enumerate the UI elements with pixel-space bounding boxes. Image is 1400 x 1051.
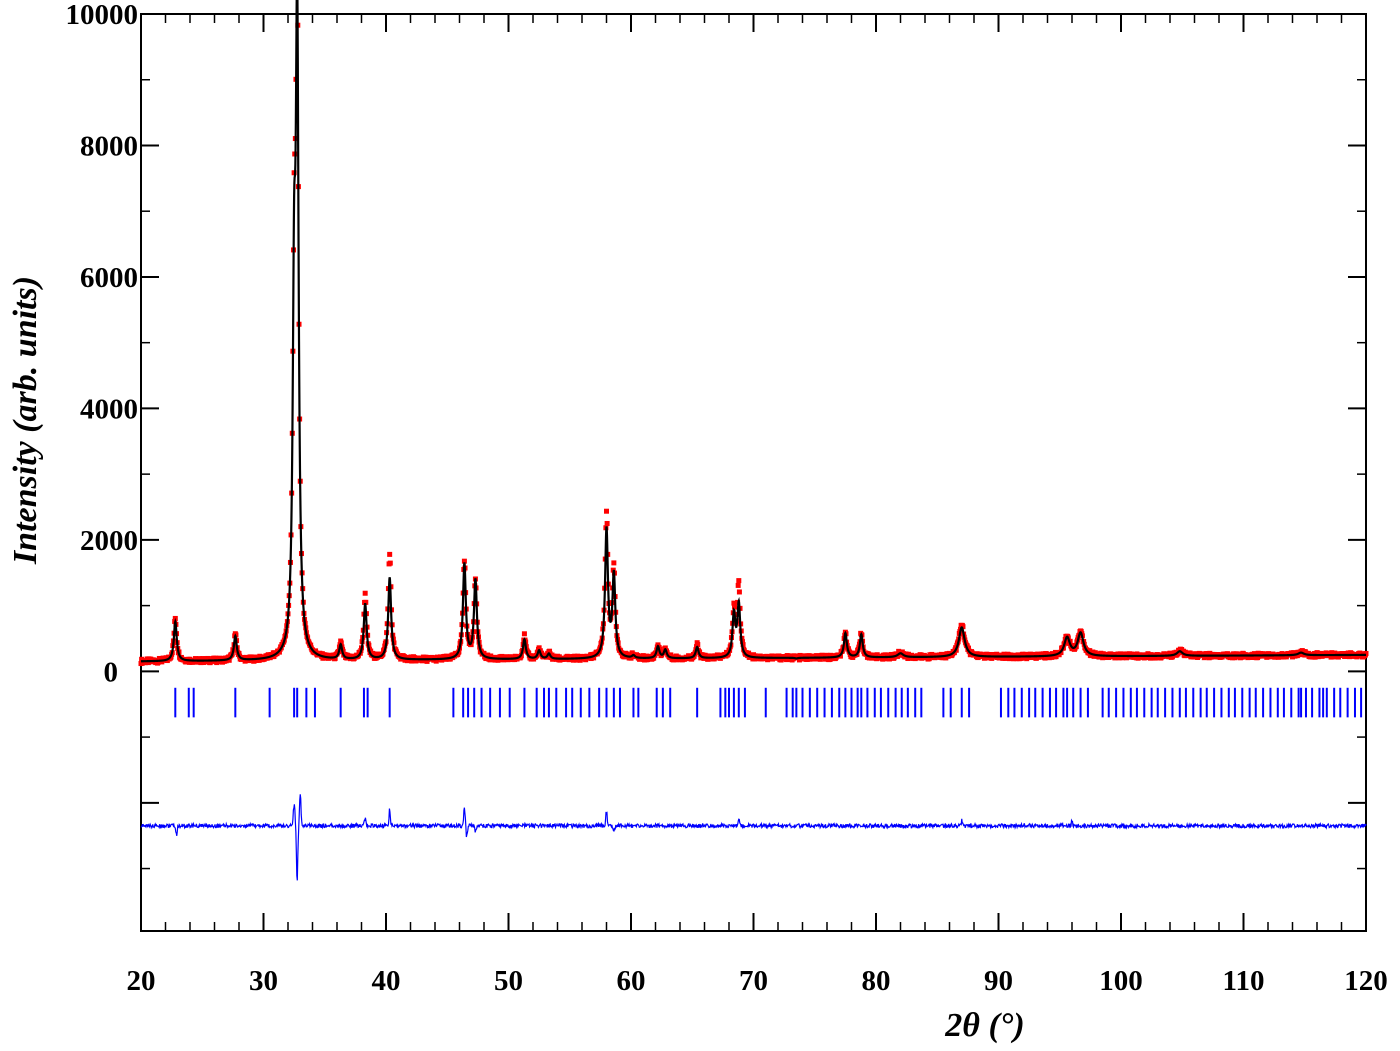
observed-point (732, 604, 738, 610)
observed-point (651, 655, 657, 661)
observed-point (371, 651, 377, 657)
observed-point (965, 645, 971, 651)
observed-point (591, 655, 597, 661)
observed-point (604, 508, 609, 514)
observed-point (796, 657, 802, 663)
observed-point (960, 624, 966, 630)
observed-point (604, 520, 610, 526)
observed-point (461, 558, 467, 564)
axis-tick-labels: 20 30 40 50 60 70 80 90 100 110 120 0 2000 4000 6000 80… (66, 0, 1388, 997)
observed-point (939, 651, 945, 657)
observed-point (1042, 655, 1048, 661)
x-tick-label: 90 (984, 965, 1013, 997)
y-tick-label: 8000 (80, 130, 138, 162)
observed-point (1087, 648, 1093, 654)
plot-frame (140, 13, 1367, 932)
observed-point (731, 600, 737, 606)
observed-points (138, 22, 1369, 667)
observed-point (1328, 654, 1334, 660)
observed-point (226, 657, 232, 663)
observed-point (362, 590, 368, 596)
difference-curve (140, 794, 1367, 881)
observed-point (1148, 652, 1154, 658)
observed-point (577, 657, 583, 663)
observed-point (1053, 654, 1059, 660)
y-tick-label: 0 (104, 656, 119, 688)
observed-point (611, 560, 617, 566)
observed-point (547, 648, 553, 654)
calculated-curve (141, 0, 1366, 663)
observed-point (736, 578, 742, 584)
y-axis-title: Intensity (arb. units) (7, 276, 44, 565)
y-tick-label: 10000 (66, 0, 139, 31)
axis-ticks (140, 13, 1367, 931)
y-tick-label: 6000 (80, 262, 138, 294)
y-tick-label: 4000 (80, 393, 138, 425)
observed-point (1145, 651, 1151, 657)
observed-point (485, 652, 491, 658)
observed-point (387, 551, 393, 557)
x-tick-label: 80 (862, 965, 891, 997)
x-tick-label: 50 (494, 965, 523, 997)
observed-point (736, 589, 742, 595)
x-tick-label: 40 (372, 965, 401, 997)
observed-point (536, 645, 542, 651)
x-tick-label: 20 (127, 965, 156, 997)
bragg-reflection-ticks (174, 687, 1363, 718)
observed-point (817, 656, 823, 662)
observed-point (387, 560, 393, 566)
x-tick-label: 70 (739, 965, 768, 997)
observed-point (338, 640, 344, 646)
x-tick-label: 110 (1223, 965, 1265, 997)
observed-point (735, 582, 741, 588)
observed-point (746, 650, 752, 656)
observed-point (1363, 650, 1369, 656)
x-tick-label: 120 (1344, 965, 1388, 997)
y-tick-label: 2000 (80, 525, 138, 557)
x-tick-label: 60 (617, 965, 646, 997)
observed-point (332, 655, 338, 661)
observed-point (521, 631, 527, 637)
x-tick-label: 30 (249, 965, 278, 997)
observed-point (363, 599, 369, 605)
observed-point (409, 658, 415, 664)
x-tick-label: 100 (1099, 965, 1143, 997)
x-axis-title: 2θ (°) (944, 1007, 1024, 1044)
observed-point (695, 642, 701, 648)
observed-point (1169, 654, 1175, 660)
